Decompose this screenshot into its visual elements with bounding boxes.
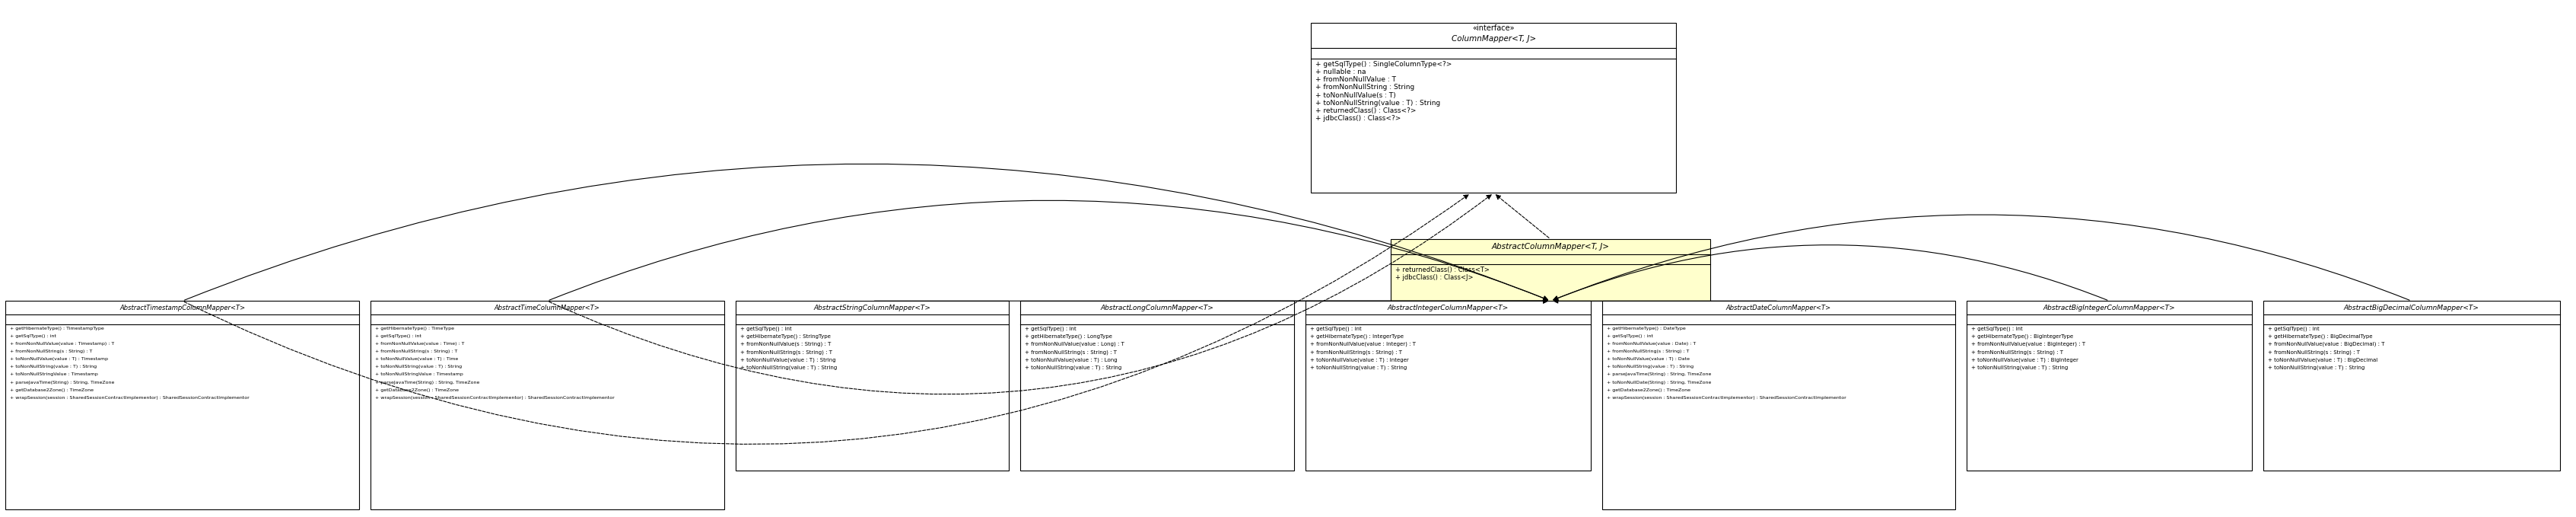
Text: + toNonNullString(value : T) : String: + toNonNullString(value : T) : String <box>1971 365 2069 370</box>
Text: + jdbcClass() : Class<?>: + jdbcClass() : Class<?> <box>1316 115 1401 122</box>
Text: + getSqlType() : int: + getSqlType() : int <box>2267 326 2318 331</box>
Text: + fromNonNullString(s : String) : T: + fromNonNullString(s : String) : T <box>2267 349 2360 355</box>
Text: + toNonNullString(value : T) : String: + toNonNullString(value : T) : String <box>1309 365 1406 370</box>
Text: + toNonNullValue(value : T) : Long: + toNonNullValue(value : T) : Long <box>1025 357 1118 362</box>
Text: AbstractTimeColumnMapper<T>: AbstractTimeColumnMapper<T> <box>495 305 600 311</box>
Text: + getHibernateType() : StringType: + getHibernateType() : StringType <box>739 334 829 339</box>
Text: AbstractColumnMapper<T, J>: AbstractColumnMapper<T, J> <box>1492 243 1610 251</box>
Text: + getSqlType() : int: + getSqlType() : int <box>1025 326 1077 331</box>
Text: + wrapSession(session : SharedSessionContractImplementor) : SharedSessionContrac: + wrapSession(session : SharedSessionCon… <box>376 396 616 400</box>
Text: + toNonNullValue(value : T) : Integer: + toNonNullValue(value : T) : Integer <box>1309 357 1409 362</box>
Text: + toNonNullValue(value : T) : Timestamp: + toNonNullValue(value : T) : Timestamp <box>10 357 108 361</box>
Text: + getHibernateType() : BigIntegerType: + getHibernateType() : BigIntegerType <box>1971 334 2074 339</box>
Text: + fromNonNullValue(s : String) : T: + fromNonNullValue(s : String) : T <box>739 342 829 347</box>
Text: + parseJavaTime(String) : String, TimeZone: + parseJavaTime(String) : String, TimeZo… <box>1605 373 1710 376</box>
Text: + toNonNullValue(value : T) : Date: + toNonNullValue(value : T) : Date <box>1605 357 1690 361</box>
Text: + toNonNullString(value : T) : String: + toNonNullString(value : T) : String <box>376 365 461 369</box>
Text: + fromNonNullString(s : String) : T: + fromNonNullString(s : String) : T <box>10 349 93 353</box>
Text: AbstractBigIntegerColumnMapper<T>: AbstractBigIntegerColumnMapper<T> <box>2043 305 2174 311</box>
Bar <box>2262 301 2558 470</box>
Text: + getHibernateType() : DateType: + getHibernateType() : DateType <box>1605 326 1685 330</box>
Text: + toNonNullValue(value : T) : BigDecimal: + toNonNullValue(value : T) : BigDecimal <box>2267 357 2378 362</box>
Text: + getHibernateType() : TimeType: + getHibernateType() : TimeType <box>376 326 453 330</box>
Text: + fromNonNullValue(value : Long) : T: + fromNonNullValue(value : Long) : T <box>1025 342 1123 347</box>
Text: + getSqlType() : int: + getSqlType() : int <box>10 334 57 338</box>
Text: + toNonNullString(value : T) : String: + toNonNullString(value : T) : String <box>739 365 837 370</box>
Text: + returnedClass() : Class<?>: + returnedClass() : Class<?> <box>1316 107 1417 114</box>
Text: + fromNonNullValue(value : Integer) : T: + fromNonNullValue(value : Integer) : T <box>1309 342 1414 347</box>
Bar <box>1602 301 1955 509</box>
Text: + fromNonNullString(s : String) : T: + fromNonNullString(s : String) : T <box>1025 349 1118 355</box>
Text: + getHibernateType() : TimestampType: + getHibernateType() : TimestampType <box>10 326 106 330</box>
Text: + nullable : na: + nullable : na <box>1316 69 1365 75</box>
Bar <box>1020 301 1293 470</box>
Text: + getHibernateType() : LongType: + getHibernateType() : LongType <box>1025 334 1113 339</box>
Text: + fromNonNullValue(value : Date) : T: + fromNonNullValue(value : Date) : T <box>1605 342 1695 346</box>
Text: AbstractLongColumnMapper<T>: AbstractLongColumnMapper<T> <box>1100 305 1213 311</box>
Text: + returnedClass() : Class<T>: + returnedClass() : Class<T> <box>1396 266 1489 273</box>
Text: + getSqlType() : int: + getSqlType() : int <box>376 334 422 338</box>
Bar <box>1391 239 1710 301</box>
Text: + toNonNullStringValue : Timestamp: + toNonNullStringValue : Timestamp <box>10 373 98 376</box>
Text: + toNonNullValue(s : T): + toNonNullValue(s : T) <box>1316 92 1396 99</box>
Text: + parseJavaTime(String) : String, TimeZone: + parseJavaTime(String) : String, TimeZo… <box>10 381 116 384</box>
Text: ColumnMapper<T, J>: ColumnMapper<T, J> <box>1450 35 1535 42</box>
Text: + fromNonNullString(s : String) : T: + fromNonNullString(s : String) : T <box>1309 349 1401 355</box>
Text: + getHibernateType() : IntegerType: + getHibernateType() : IntegerType <box>1309 334 1404 339</box>
Text: + getHibernateType() : BigDecimalType: + getHibernateType() : BigDecimalType <box>2267 334 2372 339</box>
Text: + getDatabase2Zone() : TimeZone: + getDatabase2Zone() : TimeZone <box>10 388 93 392</box>
Text: + fromNonNullValue(value : Time) : T: + fromNonNullValue(value : Time) : T <box>376 342 464 346</box>
Text: + fromNonNullString(s : String) : T: + fromNonNullString(s : String) : T <box>1605 349 1687 353</box>
Text: + toNonNullValue(value : T) : BigInteger: + toNonNullValue(value : T) : BigInteger <box>1971 357 2079 362</box>
Text: + fromNonNullString(s : String) : T: + fromNonNullString(s : String) : T <box>739 349 832 355</box>
Text: + wrapSession(session : SharedSessionContractImplementor) : SharedSessionContrac: + wrapSession(session : SharedSessionCon… <box>1605 396 1844 400</box>
Text: AbstractIntegerColumnMapper<T>: AbstractIntegerColumnMapper<T> <box>1386 305 1507 311</box>
Text: + fromNonNullValue(value : BigDecimal) : T: + fromNonNullValue(value : BigDecimal) :… <box>2267 342 2383 347</box>
Text: + parseJavaTime(String) : String, TimeZone: + parseJavaTime(String) : String, TimeZo… <box>376 381 479 384</box>
Text: + getSqlType() : int: + getSqlType() : int <box>1605 334 1651 338</box>
Text: + toNonNullString(value : T) : String: + toNonNullString(value : T) : String <box>1025 365 1121 370</box>
Bar <box>371 301 724 509</box>
Text: + getSqlType() : int: + getSqlType() : int <box>1971 326 2022 331</box>
Text: AbstractDateColumnMapper<T>: AbstractDateColumnMapper<T> <box>1726 305 1832 311</box>
Text: + toNonNullStringValue : Timestamp: + toNonNullStringValue : Timestamp <box>376 373 464 376</box>
Bar <box>5 301 358 509</box>
Text: + toNonNullString(value : T) : String: + toNonNullString(value : T) : String <box>1605 365 1692 369</box>
Text: + getDatabase2Zone() : TimeZone: + getDatabase2Zone() : TimeZone <box>1605 388 1690 392</box>
Text: + fromNonNullValue(value : BigInteger) : T: + fromNonNullValue(value : BigInteger) :… <box>1971 342 2084 347</box>
Text: + fromNonNullString(s : String) : T: + fromNonNullString(s : String) : T <box>1971 349 2063 355</box>
Text: + toNonNullDate(String) : String, TimeZone: + toNonNullDate(String) : String, TimeZo… <box>1605 381 1710 384</box>
Text: AbstractBigDecimalColumnMapper<T>: AbstractBigDecimalColumnMapper<T> <box>2344 305 2478 311</box>
Bar <box>1965 301 2251 470</box>
Text: + fromNonNullString(s : String) : T: + fromNonNullString(s : String) : T <box>376 349 459 353</box>
Text: + getSqlType() : SingleColumnType<?>: + getSqlType() : SingleColumnType<?> <box>1316 61 1453 68</box>
Text: AbstractTimestampColumnMapper<T>: AbstractTimestampColumnMapper<T> <box>118 305 245 311</box>
Bar <box>1306 301 1589 470</box>
Text: + toNonNullString(value : T) : String: + toNonNullString(value : T) : String <box>2267 365 2365 370</box>
Text: + fromNonNullValue(value : Timestamp) : T: + fromNonNullValue(value : Timestamp) : … <box>10 342 116 346</box>
Text: + getSqlType() : int: + getSqlType() : int <box>739 326 791 331</box>
Text: + jdbcClass() : Class<J>: + jdbcClass() : Class<J> <box>1396 274 1473 281</box>
Text: + toNonNullString(value : T) : String: + toNonNullString(value : T) : String <box>10 365 98 369</box>
Text: + fromNonNullString : String: + fromNonNullString : String <box>1316 84 1414 91</box>
Text: + toNonNullString(value : T) : String: + toNonNullString(value : T) : String <box>1316 100 1440 107</box>
Bar <box>734 301 1010 470</box>
Text: + toNonNullValue(value : T) : String: + toNonNullValue(value : T) : String <box>739 357 835 362</box>
Text: + toNonNullValue(value : T) : Time: + toNonNullValue(value : T) : Time <box>376 357 459 361</box>
Text: + getSqlType() : int: + getSqlType() : int <box>1309 326 1360 331</box>
Bar <box>1311 23 1674 193</box>
Text: + fromNonNullValue : T: + fromNonNullValue : T <box>1316 77 1396 83</box>
Text: «interface»: «interface» <box>1471 25 1515 33</box>
Text: + wrapSession(session : SharedSessionContractImplementor) : SharedSessionContrac: + wrapSession(session : SharedSessionCon… <box>10 396 250 400</box>
Text: AbstractStringColumnMapper<T>: AbstractStringColumnMapper<T> <box>814 305 930 311</box>
Text: + getDatabase2Zone() : TimeZone: + getDatabase2Zone() : TimeZone <box>376 388 459 392</box>
